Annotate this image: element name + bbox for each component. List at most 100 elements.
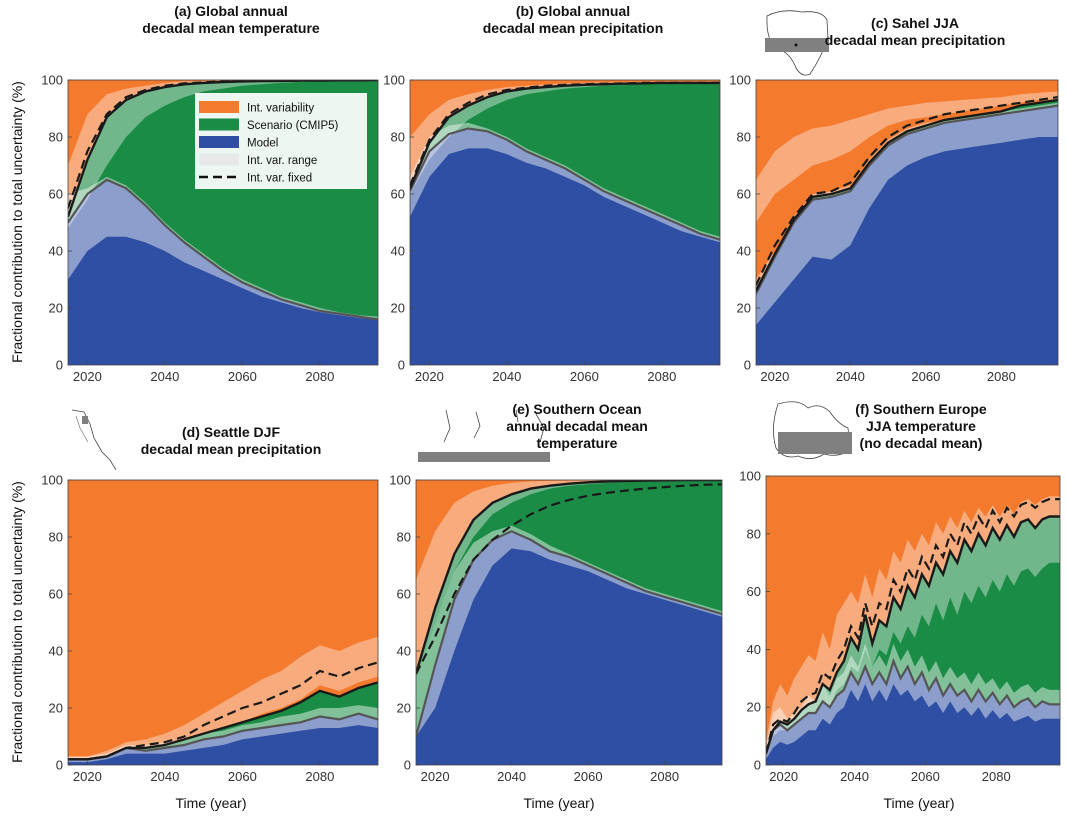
- int-var-fixed-line: [756, 96, 1058, 286]
- y-tick-label: 100: [389, 473, 411, 488]
- y-tick-label: 0: [56, 758, 63, 773]
- y-tick-label: 0: [398, 358, 405, 373]
- x-tick-label: 2020: [769, 769, 798, 784]
- legend-swatch-model: [199, 136, 239, 148]
- legend-label: Model: [247, 138, 278, 150]
- panel-title: (c) Sahel JJA: [871, 15, 959, 31]
- y-tick-label: 40: [391, 244, 405, 259]
- y-tick-label: 60: [391, 187, 405, 202]
- x-tick-label: 2080: [305, 369, 334, 384]
- model-area: [766, 661, 1060, 765]
- model-area: [68, 179, 378, 365]
- sahel-map-icon: [765, 10, 829, 76]
- scenario-range-band: [68, 80, 378, 229]
- y-tick-label: 60: [737, 187, 751, 202]
- southern-europe-map-icon: [773, 401, 852, 459]
- axes-frame: [415, 479, 723, 766]
- legend-label: Int. var. fixed: [247, 173, 312, 185]
- axes-frame: [755, 79, 1059, 366]
- scenario-boundary-line: [766, 515, 1060, 754]
- int-var-fixed-line: [766, 498, 1060, 754]
- model-area: [756, 105, 1058, 365]
- ylabel-bottom: Fractional contribution to total uncerta…: [9, 481, 25, 763]
- y-tick-label: 0: [56, 358, 63, 373]
- y-tick-label: 100: [383, 73, 405, 88]
- x-tick-label: 2080: [987, 369, 1016, 384]
- scenario-range-band: [756, 91, 1058, 223]
- y-tick-label: 20: [49, 701, 63, 716]
- panel-title: decadal mean precipitation: [825, 32, 1006, 48]
- x-tick-label: 2040: [150, 769, 179, 784]
- model-area: [416, 531, 722, 765]
- x-tick-label: 2020: [73, 769, 102, 784]
- x-tick-label: 2040: [497, 769, 526, 784]
- x-tick-label: 2060: [911, 769, 940, 784]
- y-tick-label: 80: [737, 130, 751, 145]
- panel-title: (no decadal mean): [860, 435, 983, 451]
- seattle-map-icon: [71, 409, 117, 471]
- panel-title: (d) Seattle DJF: [182, 424, 280, 440]
- panel-title: (e) Southern Ocean: [512, 401, 641, 417]
- xlabel-e: Time (year): [523, 795, 594, 811]
- y-tick-label: 0: [754, 758, 761, 773]
- x-tick-label: 2020: [415, 369, 444, 384]
- x-tick-label: 2040: [840, 769, 869, 784]
- scenario-boundary-line: [410, 81, 720, 189]
- x-tick-label: 2080: [650, 769, 679, 784]
- y-tick-label: 80: [49, 130, 63, 145]
- panel-title: temperature: [537, 435, 618, 451]
- legend-label: Int. var. range: [247, 155, 317, 167]
- model-boundary-line: [410, 127, 720, 241]
- panel-title: JJA temperature: [866, 418, 976, 434]
- x-tick-label: 2040: [836, 369, 865, 384]
- panel-title: annual decadal mean: [506, 418, 648, 434]
- model-area: [410, 128, 720, 365]
- y-tick-label: 20: [747, 700, 761, 715]
- y-tick-label: 100: [729, 73, 751, 88]
- y-tick-label: 60: [397, 587, 411, 602]
- legend-swatch-range: [199, 153, 239, 166]
- y-tick-label: 100: [41, 73, 63, 88]
- y-tick-label: 20: [737, 301, 751, 316]
- legend-label: Int. variability: [247, 103, 314, 115]
- scenario-boundary-line: [756, 98, 1058, 292]
- scenario-boundary-line: [68, 80, 378, 218]
- x-tick-label: 2020: [760, 369, 789, 384]
- y-tick-label: 80: [397, 530, 411, 545]
- y-tick-label: 40: [747, 642, 761, 657]
- x-tick-label: 2060: [911, 369, 940, 384]
- x-tick-label: 2040: [492, 369, 521, 384]
- panel-title: (f) Southern Europe: [855, 401, 987, 417]
- model-boundary-line: [756, 104, 1058, 295]
- model-area: [68, 713, 378, 765]
- y-tick-label: 0: [744, 358, 751, 373]
- legend-label: Scenario (CMIP5): [247, 120, 339, 132]
- int-var-fixed-line: [416, 483, 722, 675]
- panel-title: (a) Global annual: [174, 3, 288, 19]
- axes-frame: [409, 79, 721, 366]
- x-tick-label: 2040: [150, 369, 179, 384]
- x-tick-label: 2080: [305, 769, 334, 784]
- y-tick-label: 40: [737, 244, 751, 259]
- model-range-band: [756, 102, 1058, 326]
- y-tick-label: 100: [739, 469, 761, 484]
- y-tick-label: 80: [747, 526, 761, 541]
- model-range-band: [410, 122, 720, 243]
- model-boundary-line: [766, 657, 1060, 754]
- panel-title: (b) Global annual: [516, 3, 630, 19]
- y-tick-label: 20: [49, 301, 63, 316]
- x-tick-label: 2060: [570, 369, 599, 384]
- southern-ocean-map-icon: [418, 409, 550, 462]
- y-tick-label: 40: [49, 644, 63, 659]
- legend-swatch-scenario: [199, 118, 239, 131]
- x-tick-label: 2080: [982, 769, 1011, 784]
- y-tick-label: 20: [391, 301, 405, 316]
- y-tick-label: 80: [391, 130, 405, 145]
- panel-title: decadal mean precipitation: [141, 441, 322, 457]
- y-tick-label: 60: [747, 584, 761, 599]
